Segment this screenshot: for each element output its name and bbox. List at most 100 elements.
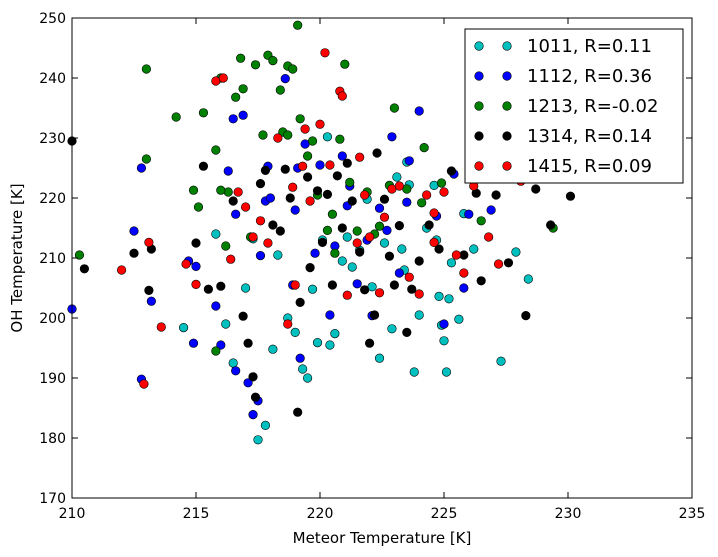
data-point-series-1: [325, 340, 335, 350]
data-point-series-3: [221, 241, 231, 251]
data-point-series-2: [394, 268, 404, 278]
y-tick-label: 220: [39, 191, 66, 207]
data-point-series-2: [402, 197, 412, 207]
y-tick-label: 170: [39, 491, 66, 507]
legend-marker: [502, 41, 512, 51]
legend-label: 1314, R=0.14: [527, 126, 652, 147]
data-point-series-4: [191, 238, 201, 248]
legend-marker: [474, 101, 484, 111]
data-point-series-2: [231, 209, 241, 219]
data-point-series-3: [268, 55, 278, 66]
data-point-series-2: [352, 279, 362, 289]
data-point-series-3: [340, 59, 350, 69]
data-point-series-4: [250, 392, 261, 402]
data-point-series-4: [260, 165, 271, 175]
data-point-series-4: [414, 256, 424, 266]
data-point-series-5: [439, 187, 449, 197]
data-point-series-1: [397, 244, 407, 254]
y-tick-label: 200: [39, 311, 66, 327]
data-point-series-1: [392, 172, 402, 182]
data-point-series-1: [228, 358, 238, 368]
data-point-series-4: [293, 407, 303, 417]
data-point-series-3: [322, 225, 333, 235]
legend-marker: [502, 71, 512, 81]
data-point-series-1: [379, 238, 390, 248]
data-point-series-1: [298, 364, 308, 374]
data-point-series-5: [355, 152, 365, 162]
data-point-series-2: [211, 301, 221, 311]
data-point-series-4: [521, 311, 531, 321]
data-point-series-4: [372, 148, 382, 158]
data-point-series-1: [253, 435, 263, 445]
data-point-series-2: [280, 73, 290, 84]
data-point-series-4: [312, 186, 323, 196]
data-point-series-1: [241, 283, 251, 293]
data-point-series-1: [179, 323, 189, 333]
data-point-series-2: [439, 319, 449, 329]
data-point-series-5: [360, 190, 370, 200]
data-point-series-5: [320, 48, 330, 58]
legend-marker: [502, 161, 512, 171]
data-point-series-5: [325, 160, 335, 170]
data-point-series-5: [374, 288, 385, 298]
data-point-series-4: [322, 189, 333, 199]
data-point-series-4: [255, 179, 266, 189]
data-point-series-5: [255, 216, 266, 226]
data-point-series-2: [315, 160, 325, 170]
data-point-series-4: [303, 172, 313, 182]
data-point-series-3: [258, 130, 268, 140]
data-point-series-1: [347, 262, 357, 272]
data-point-series-3: [216, 185, 226, 195]
data-point-series-5: [144, 237, 154, 247]
data-point-series-2: [129, 226, 139, 236]
data-point-series-5: [414, 289, 424, 299]
data-point-series-3: [211, 346, 221, 356]
data-point-series-4: [305, 263, 315, 273]
data-point-series-2: [464, 209, 474, 219]
data-point-series-2: [337, 151, 347, 161]
data-point-series-3: [193, 202, 204, 212]
legend-marker: [474, 41, 484, 51]
data-point-series-4: [198, 161, 209, 171]
data-point-series-3: [231, 92, 241, 102]
data-point-series-3: [275, 85, 285, 95]
data-point-series-4: [446, 166, 457, 176]
data-point-series-2: [231, 366, 241, 376]
data-point-series-4: [129, 248, 139, 258]
x-tick-label: 220: [307, 506, 334, 522]
legend-box: [464, 28, 684, 184]
data-point-series-5: [484, 232, 494, 242]
data-point-series-5: [315, 119, 325, 129]
legend-marker: [502, 101, 512, 111]
legend-label: 1213, R=-0.02: [527, 96, 658, 117]
data-point-series-5: [451, 250, 462, 260]
legend-marker: [474, 161, 484, 171]
data-point-series-3: [345, 177, 355, 187]
data-point-series-1: [434, 291, 444, 302]
data-point-series-2: [188, 338, 199, 348]
data-point-series-3: [283, 130, 293, 140]
data-point-series-4: [347, 196, 357, 206]
data-point-series-5: [429, 208, 439, 218]
x-tick-label: 235: [679, 506, 706, 522]
data-point-series-1: [337, 256, 347, 266]
data-point-series-5: [283, 319, 293, 329]
data-point-series-3: [295, 114, 305, 124]
data-point-series-4: [342, 158, 352, 168]
data-point-series-4: [531, 184, 541, 194]
data-point-series-2: [310, 248, 320, 258]
data-point-series-2: [136, 163, 147, 173]
data-point-series-1: [211, 229, 221, 239]
data-point-series-3: [188, 185, 199, 195]
data-point-series-4: [389, 280, 400, 290]
data-point-series-1: [303, 373, 313, 383]
data-point-series-5: [248, 232, 258, 242]
data-point-series-3: [352, 226, 362, 236]
legend-label: 1415, R=0.09: [527, 156, 652, 177]
data-point-series-5: [429, 237, 439, 247]
data-point-series-1: [387, 324, 397, 334]
data-point-series-5: [181, 259, 191, 269]
data-point-series-5: [300, 124, 310, 134]
data-point-series-4: [332, 171, 342, 181]
